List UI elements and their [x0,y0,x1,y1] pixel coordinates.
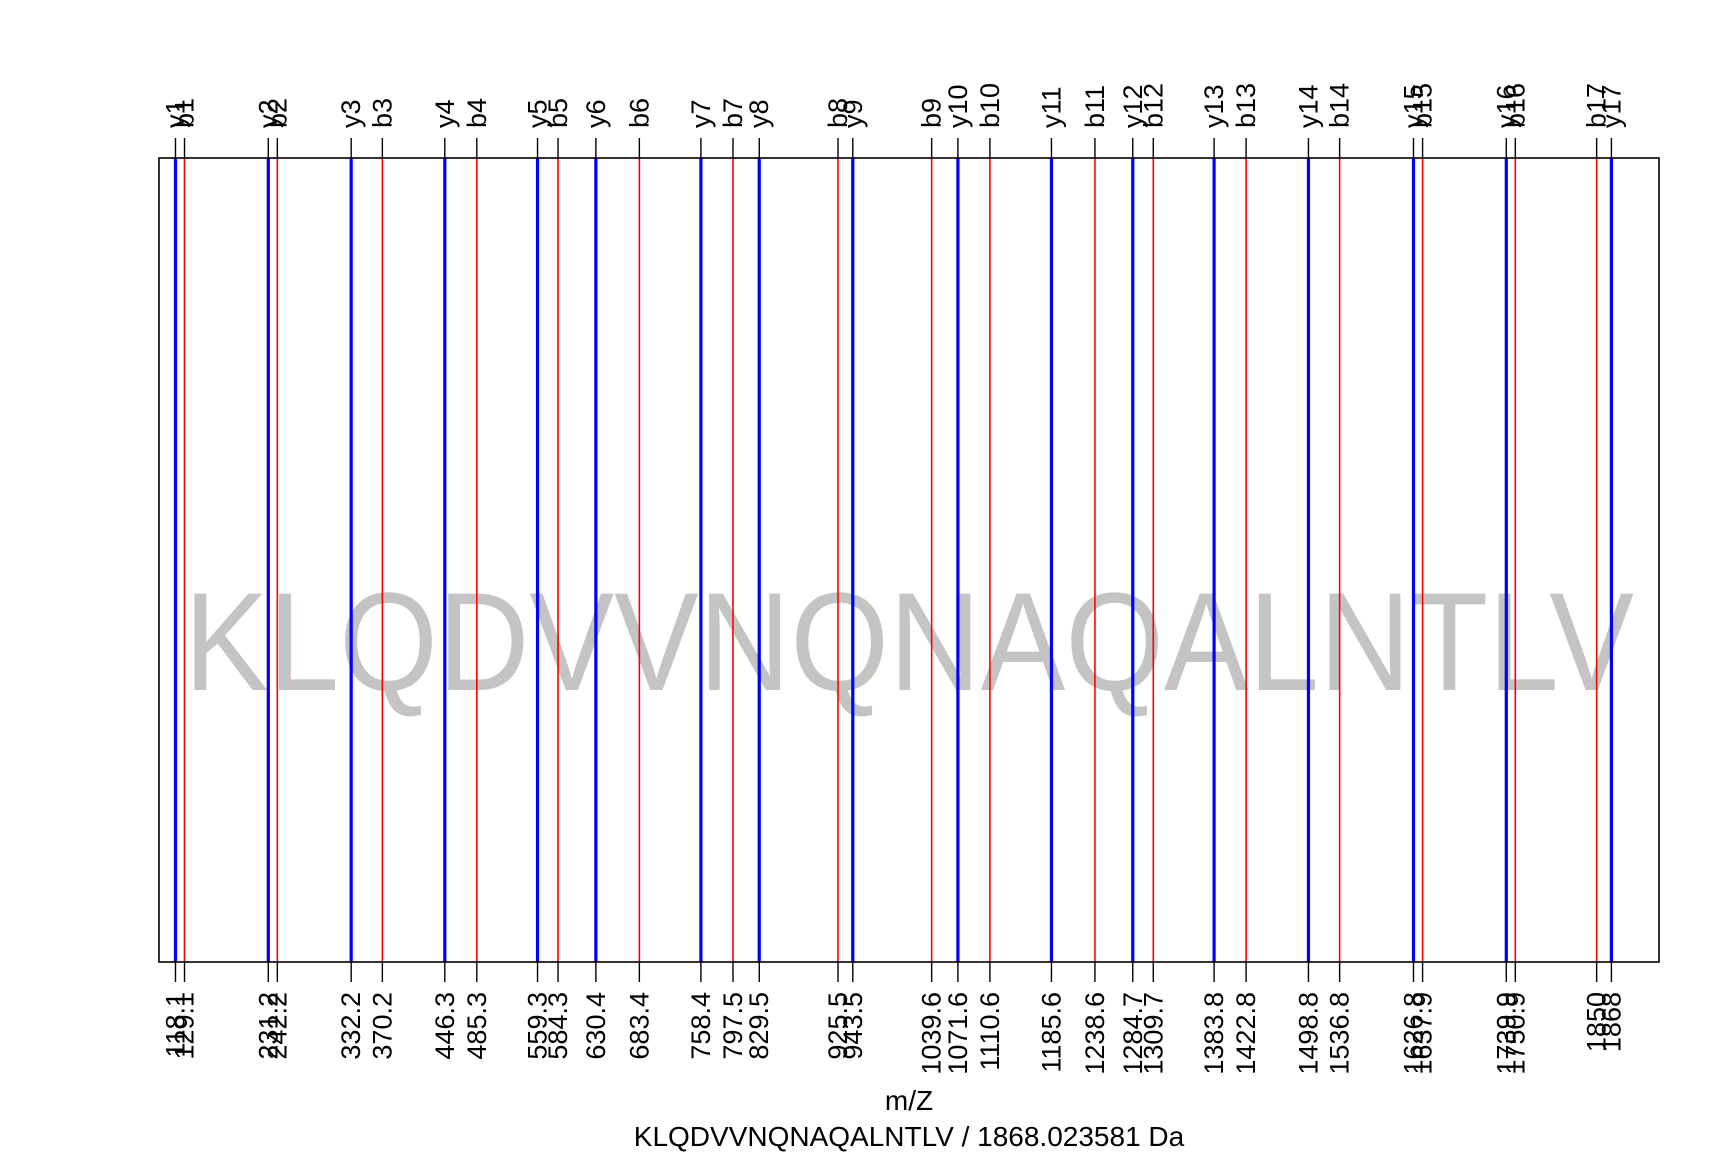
mz-label-b4: 485.3 [462,992,492,1060]
ion-label-b7: b7 [718,98,748,128]
mz-label-b7: 797.5 [718,992,748,1060]
ion-label-b2: b2 [262,98,292,128]
mz-label-b10: 1110.6 [975,992,1005,1071]
ion-label-y9: y9 [838,99,868,128]
mz-label-y7: 758.4 [686,992,716,1060]
ion-label-y3: y3 [336,99,366,128]
ion-label-y16: y16 [1491,84,1521,128]
ion-label-y12: y12 [1118,84,1148,128]
mz-label-y3: 332.2 [336,992,366,1060]
ion-label-b10: b10 [975,83,1005,128]
ion-label-y14: y14 [1293,84,1323,128]
ion-label-b17: b17 [1582,83,1612,128]
mz-label-b16: 1750.9 [1500,992,1530,1075]
ion-label-y7: y7 [686,99,716,128]
ion-label-b13: b13 [1231,83,1261,128]
ion-label-y2: y2 [253,99,283,128]
ion-label-y17: y17 [1596,84,1626,128]
ion-label-b1: b1 [170,98,200,128]
mz-label-b13: 1422.8 [1231,992,1261,1075]
ion-label-y6: y6 [581,99,611,128]
mz-label-y14: 1498.8 [1293,992,1323,1075]
mz-label-b6: 683.4 [624,992,654,1060]
mz-label-y13: 1383.8 [1199,992,1229,1075]
ion-ticks [174,138,1613,982]
mz-label-y5: 559.3 [523,992,553,1060]
mz-label-y17: 1868 [1596,992,1626,1052]
ion-label-y1: y1 [160,99,190,128]
plot-frame [158,157,1660,963]
mz-label-y8: 829.5 [744,992,774,1060]
ion-label-y11: y11 [1036,86,1066,128]
mz-label-y10: 1071.6 [943,992,973,1075]
mz-label-b17: 1850 [1582,992,1612,1052]
ion-lines [173,158,1614,962]
ion-label-y4: y4 [430,99,460,128]
ion-label-b5: b5 [543,98,573,128]
mz-label-y9: 943.5 [838,992,868,1060]
mz-label-y2: 231.2 [253,992,283,1060]
mz-label-b15: 1637.9 [1408,992,1438,1075]
ion-label-b9: b9 [917,98,947,128]
mz-label-y16: 1739.9 [1491,992,1521,1075]
mz-label-b8: 925.5 [823,992,853,1060]
mz-label-b9: 1039.6 [917,992,947,1075]
ion-label-b16: b16 [1500,83,1530,128]
mz-label-y4: 446.3 [430,992,460,1060]
x-axis-label: m/Z [885,1085,933,1116]
ion-label-b8: b8 [823,98,853,128]
mz-label-b14: 1536.8 [1325,992,1355,1075]
mz-label-y11: 1185.6 [1036,992,1066,1073]
ion-label-y10: y10 [943,84,973,128]
mz-label-b11: 1238.6 [1080,992,1110,1075]
ion-label-b3: b3 [367,98,397,128]
mz-label-b2: 242.2 [262,992,292,1060]
ion-label-b14: b14 [1325,83,1355,128]
ion-label-y8: y8 [744,99,774,128]
mz-label-y6: 630.4 [581,992,611,1060]
mz-label-b5: 584.3 [543,992,573,1060]
ion-label-y15: y15 [1398,84,1428,128]
peptide-caption: KLQDVVNQNAQALNTLV / 1868.023581 Da [634,1121,1185,1152]
peptide-watermark: KLQDVVNQNAQALNTLV [184,563,1634,720]
ion-label-b11: b11 [1080,85,1110,128]
mz-label-y1: 118.1 [160,992,190,1058]
mz-label-y12: 1284.7 [1118,992,1148,1075]
mz-label-b12: 1309.7 [1138,992,1168,1075]
ion-label-b12: b12 [1138,83,1168,128]
mz-label-y15: 1626.8 [1398,992,1428,1075]
ion-label-b6: b6 [624,98,654,128]
mz-label-b1: 129.1 [170,992,200,1060]
mz-label-b3: 370.2 [367,992,397,1060]
ion-label-y13: y13 [1199,84,1229,128]
ion-labels: y1 y2 y3 y4 y5 y6 y7 y8 y9 y10 y11 y12 y13 y14 y15 y16 y… [160,83,1626,128]
mz-labels: 118.1 231.2 332.2 446.3 559.3 630.4 758.4 829.5… [160,992,1626,1075]
ion-label-y5: y5 [523,99,553,128]
ion-label-b15: b15 [1408,83,1438,128]
ion-label-b4: b4 [462,98,492,128]
